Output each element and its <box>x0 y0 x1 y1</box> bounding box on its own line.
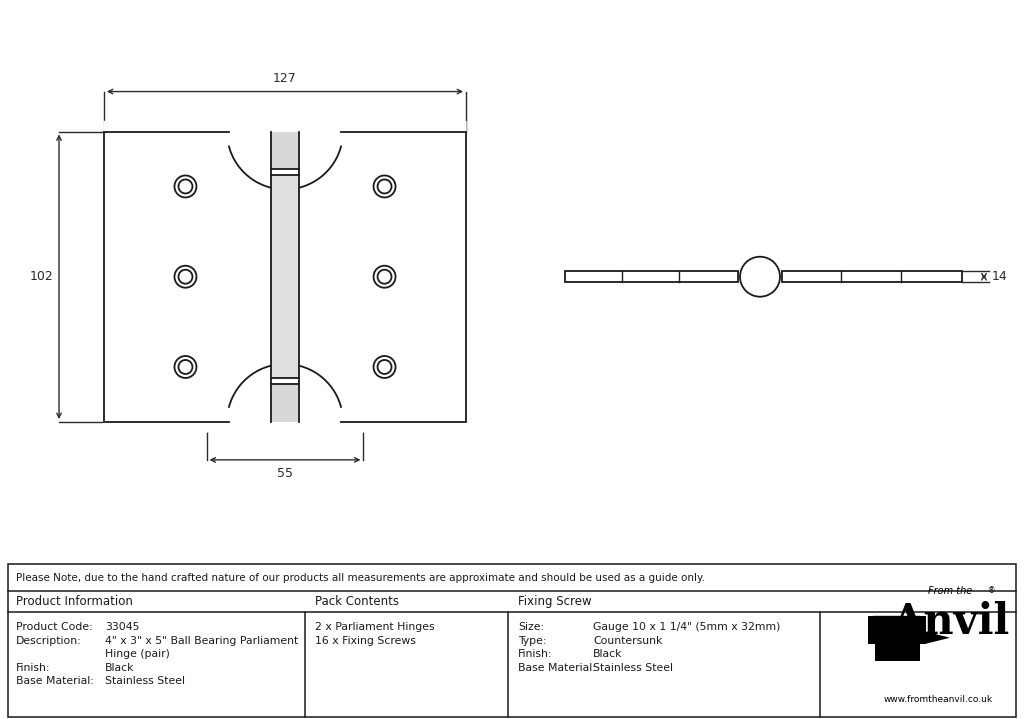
Circle shape <box>378 360 391 374</box>
Polygon shape <box>868 615 926 644</box>
Circle shape <box>178 270 193 284</box>
Bar <box>868 615 926 644</box>
Text: Pack Contents: Pack Contents <box>315 595 399 608</box>
Bar <box>874 641 920 661</box>
Text: Black: Black <box>105 663 134 672</box>
Text: 4" x 3" x 5" Ball Bearing Parliament: 4" x 3" x 5" Ball Bearing Parliament <box>105 636 298 646</box>
Text: 127: 127 <box>273 72 297 85</box>
Text: 55: 55 <box>278 467 293 480</box>
Circle shape <box>378 180 391 193</box>
Text: Fixing Screw: Fixing Screw <box>518 595 592 608</box>
Text: Please Note, due to the hand crafted nature of our products all measurements are: Please Note, due to the hand crafted nat… <box>16 573 705 582</box>
Text: Gauge 10 x 1 1/4" (5mm x 32mm): Gauge 10 x 1 1/4" (5mm x 32mm) <box>593 622 780 632</box>
Text: ®: ® <box>988 586 995 595</box>
Bar <box>782 271 962 282</box>
Bar <box>271 175 299 378</box>
Text: Product Code:: Product Code: <box>16 622 93 632</box>
Text: Anvil: Anvil <box>891 601 1009 643</box>
Circle shape <box>374 356 395 378</box>
Text: Stainless Steel: Stainless Steel <box>593 663 673 672</box>
Polygon shape <box>104 364 466 432</box>
Text: 16 x Fixing Screws: 16 x Fixing Screws <box>315 636 416 646</box>
Text: Finish:: Finish: <box>16 663 50 672</box>
Circle shape <box>374 175 395 198</box>
Circle shape <box>174 175 197 198</box>
Circle shape <box>174 266 197 288</box>
Bar <box>271 132 299 170</box>
Bar <box>104 132 466 422</box>
Text: 33045: 33045 <box>105 622 139 632</box>
Circle shape <box>174 356 197 378</box>
Text: www.fromtheanvil.co.uk: www.fromtheanvil.co.uk <box>884 695 992 705</box>
Circle shape <box>374 266 395 288</box>
Text: Finish:: Finish: <box>518 649 553 659</box>
Bar <box>271 384 299 422</box>
Circle shape <box>178 180 193 193</box>
Text: Black: Black <box>593 649 623 659</box>
Text: From the: From the <box>928 586 972 596</box>
Text: Product Information: Product Information <box>16 595 133 608</box>
Text: Countersunk: Countersunk <box>593 636 663 646</box>
Bar <box>565 271 738 282</box>
Polygon shape <box>104 122 466 189</box>
Text: Hinge (pair): Hinge (pair) <box>105 649 170 659</box>
Text: 14: 14 <box>992 270 1008 283</box>
Text: 102: 102 <box>30 270 53 283</box>
Text: Description:: Description: <box>16 636 82 646</box>
Text: Size:: Size: <box>518 622 544 632</box>
Text: Base Material:: Base Material: <box>518 663 596 672</box>
Text: 2 x Parliament Hinges: 2 x Parliament Hinges <box>315 622 434 632</box>
Text: Stainless Steel: Stainless Steel <box>105 676 185 686</box>
Circle shape <box>378 270 391 284</box>
Polygon shape <box>926 632 950 644</box>
Circle shape <box>178 360 193 374</box>
Text: Type:: Type: <box>518 636 547 646</box>
Text: Base Material:: Base Material: <box>16 676 94 686</box>
Circle shape <box>740 257 780 297</box>
